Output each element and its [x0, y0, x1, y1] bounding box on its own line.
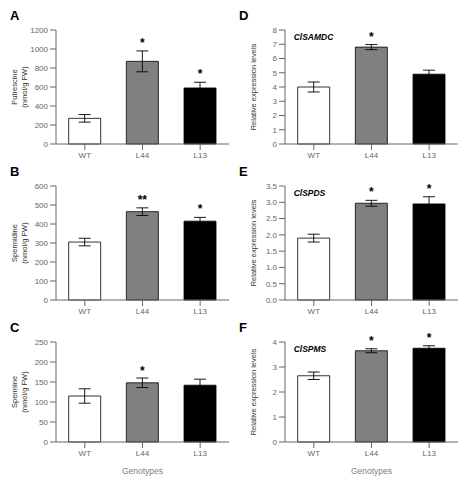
svg-text:*: *	[369, 185, 374, 199]
svg-text:0: 0	[273, 438, 278, 447]
svg-text:*: *	[427, 182, 432, 196]
svg-text:WT: WT	[308, 449, 321, 458]
svg-text:Relative expression levels: Relative expression levels	[249, 348, 258, 435]
svg-text:*: *	[369, 30, 374, 44]
svg-text:Spermine: Spermine	[10, 376, 19, 408]
svg-text:2.5: 2.5	[266, 214, 278, 223]
svg-text:L44: L44	[365, 307, 379, 316]
svg-text:1: 1	[273, 413, 278, 422]
svg-text:1.0: 1.0	[266, 263, 278, 272]
svg-text:*: *	[427, 331, 432, 345]
svg-text:L44: L44	[136, 449, 150, 458]
svg-text:Putrescine: Putrescine	[10, 69, 19, 104]
svg-text:0.0: 0.0	[266, 296, 278, 305]
svg-text:*: *	[140, 36, 145, 50]
svg-text:4: 4	[273, 338, 278, 347]
svg-text:4: 4	[273, 83, 278, 92]
svg-text:L13: L13	[193, 151, 207, 160]
svg-text:WT: WT	[308, 151, 321, 160]
svg-text:7: 7	[273, 40, 278, 49]
svg-text:600: 600	[35, 83, 49, 92]
html-text:B: B	[10, 164, 20, 179]
svg-text:*: *	[198, 202, 203, 216]
svg-text:2: 2	[273, 111, 278, 120]
svg-text:1.5: 1.5	[266, 247, 278, 256]
svg-text:Genotypes: Genotypes	[122, 466, 163, 476]
svg-text:3.5: 3.5	[266, 182, 278, 191]
svg-text:3.0: 3.0	[266, 198, 278, 207]
svg-text:WT: WT	[79, 449, 92, 458]
svg-text:Relative expression levels: Relative expression levels	[249, 43, 258, 130]
svg-text:1000: 1000	[30, 45, 48, 54]
svg-text:L13: L13	[422, 449, 436, 458]
svg-text:L44: L44	[365, 151, 379, 160]
svg-text:2: 2	[273, 388, 278, 397]
svg-text:400: 400	[35, 102, 49, 111]
svg-text:(nmol/g FW): (nmol/g FW)	[20, 66, 29, 108]
svg-text:400: 400	[35, 220, 49, 229]
html-text:D: D	[239, 8, 249, 23]
svg-text:100: 100	[35, 398, 49, 407]
svg-text:5: 5	[273, 69, 278, 78]
svg-text:L44: L44	[136, 151, 150, 160]
svg-text:**: **	[138, 193, 148, 207]
html-text:F: F	[239, 320, 247, 335]
html-text:E: E	[239, 164, 248, 179]
svg-text:300: 300	[35, 239, 49, 248]
svg-text:*: *	[198, 67, 203, 81]
svg-text:*: *	[369, 334, 374, 348]
html-text:A: A	[10, 8, 20, 23]
svg-text:0: 0	[44, 438, 49, 447]
svg-text:50: 50	[39, 418, 48, 427]
svg-text:0: 0	[44, 296, 49, 305]
svg-text:0.5: 0.5	[266, 280, 278, 289]
svg-text:6: 6	[273, 54, 278, 63]
svg-text:3: 3	[273, 97, 278, 106]
html-text:ClSPMS: ClSPMS	[293, 344, 327, 354]
svg-text:8: 8	[273, 26, 278, 35]
svg-text:200: 200	[35, 121, 49, 130]
svg-text:(nmol/g FW): (nmol/g FW)	[20, 222, 29, 264]
svg-text:L13: L13	[422, 151, 436, 160]
svg-text:(nmol/g FW): (nmol/g FW)	[20, 371, 29, 413]
svg-text:0: 0	[273, 140, 278, 149]
svg-text:L13: L13	[193, 449, 207, 458]
svg-text:L13: L13	[193, 307, 207, 316]
svg-text:600: 600	[35, 182, 49, 191]
svg-text:L44: L44	[136, 307, 150, 316]
svg-text:L13: L13	[422, 307, 436, 316]
svg-text:100: 100	[35, 277, 49, 286]
svg-text:800: 800	[35, 64, 49, 73]
svg-text:150: 150	[35, 378, 49, 387]
svg-text:Genotypes: Genotypes	[351, 466, 392, 476]
svg-text:3: 3	[273, 363, 278, 372]
svg-text:0: 0	[44, 140, 49, 149]
svg-text:L44: L44	[365, 449, 379, 458]
svg-text:*: *	[140, 364, 145, 378]
svg-text:WT: WT	[308, 307, 321, 316]
svg-text:250: 250	[35, 338, 49, 347]
svg-text:Relative expression levels: Relative expression levels	[249, 199, 258, 286]
html-text:C: C	[10, 320, 20, 335]
svg-text:200: 200	[35, 258, 49, 267]
svg-text:500: 500	[35, 201, 49, 210]
svg-text:1: 1	[273, 126, 278, 135]
svg-text:200: 200	[35, 358, 49, 367]
html-text:ClSPDS: ClSPDS	[293, 188, 326, 198]
svg-text:2.0: 2.0	[266, 231, 278, 240]
svg-text:WT: WT	[79, 307, 92, 316]
html-text:ClSAMDC: ClSAMDC	[293, 32, 334, 42]
svg-text:Spermidine: Spermidine	[10, 224, 19, 262]
svg-text:WT: WT	[79, 151, 92, 160]
svg-text:1200: 1200	[30, 26, 48, 35]
